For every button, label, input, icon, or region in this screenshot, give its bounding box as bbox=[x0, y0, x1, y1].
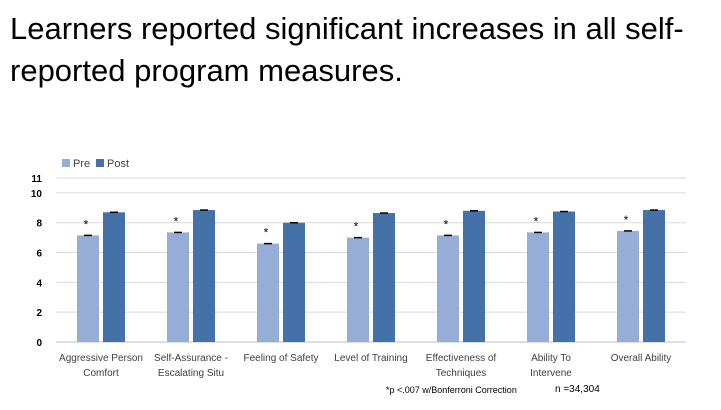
y-tick-label: 4 bbox=[36, 278, 42, 289]
x-category-label: Effectiveness of bbox=[426, 353, 497, 364]
y-tick-label: 0 bbox=[36, 338, 42, 349]
x-category-label: Ability To bbox=[531, 353, 571, 364]
bar-post bbox=[283, 222, 305, 342]
slide-title: Learners reported significant increases … bbox=[10, 11, 684, 88]
bar-pre bbox=[527, 232, 549, 342]
x-category-label: Feeling of Safety bbox=[243, 353, 318, 364]
x-category-label: Techniques bbox=[436, 368, 487, 379]
bar-pre bbox=[437, 235, 459, 342]
x-axis-labels: Aggressive Person Comfort Self-Assurance -… bbox=[59, 353, 671, 379]
x-category-label: Aggressive Person bbox=[59, 353, 143, 364]
significance-marker: * bbox=[264, 226, 269, 240]
x-category-label: Level of Training bbox=[334, 353, 407, 364]
sample-size-note: n =34,304 bbox=[555, 384, 600, 395]
bars: * * * * * * * bbox=[77, 209, 665, 342]
bar-pre bbox=[257, 243, 279, 342]
gridlines bbox=[56, 177, 686, 343]
x-category-label: Comfort bbox=[83, 368, 119, 379]
bar-pre bbox=[77, 235, 99, 342]
legend-swatch-post bbox=[96, 159, 104, 167]
y-tick-label: 10 bbox=[31, 189, 43, 200]
bar-pre bbox=[167, 232, 189, 342]
bar-post bbox=[193, 210, 215, 342]
legend-label-pre: Pre bbox=[73, 158, 90, 170]
significance-marker: * bbox=[354, 220, 359, 234]
bar-post bbox=[643, 210, 665, 342]
bar-post bbox=[463, 210, 485, 342]
significance-marker: * bbox=[174, 214, 179, 228]
legend: Pre Post bbox=[62, 158, 129, 170]
bar-post bbox=[553, 211, 575, 342]
legend-label-post: Post bbox=[107, 158, 129, 170]
significance-marker: * bbox=[534, 214, 539, 228]
x-category-label: Self-Assurance - bbox=[154, 353, 228, 364]
significance-marker: * bbox=[84, 217, 89, 231]
x-category-label: Overall Ability bbox=[611, 353, 672, 364]
bar-pre bbox=[347, 237, 369, 342]
y-axis: 0 2 4 6 8 10 11 bbox=[31, 174, 43, 349]
y-tick-label: 8 bbox=[36, 219, 42, 230]
bar-pre bbox=[617, 230, 639, 342]
significance-footnote: *p <.007 w/Bonferroni Correction bbox=[386, 385, 517, 395]
y-tick-label: 2 bbox=[36, 308, 42, 319]
y-tick-label: 6 bbox=[36, 249, 42, 260]
significance-marker: * bbox=[444, 217, 449, 231]
significance-marker: * bbox=[624, 213, 629, 227]
x-category-label: Escalating Situ bbox=[158, 368, 224, 379]
x-category-label: Intervene bbox=[530, 368, 572, 379]
bar-post bbox=[373, 213, 395, 342]
bar-post bbox=[103, 212, 125, 342]
legend-swatch-pre bbox=[62, 159, 70, 167]
y-tick-label: 11 bbox=[31, 174, 42, 185]
